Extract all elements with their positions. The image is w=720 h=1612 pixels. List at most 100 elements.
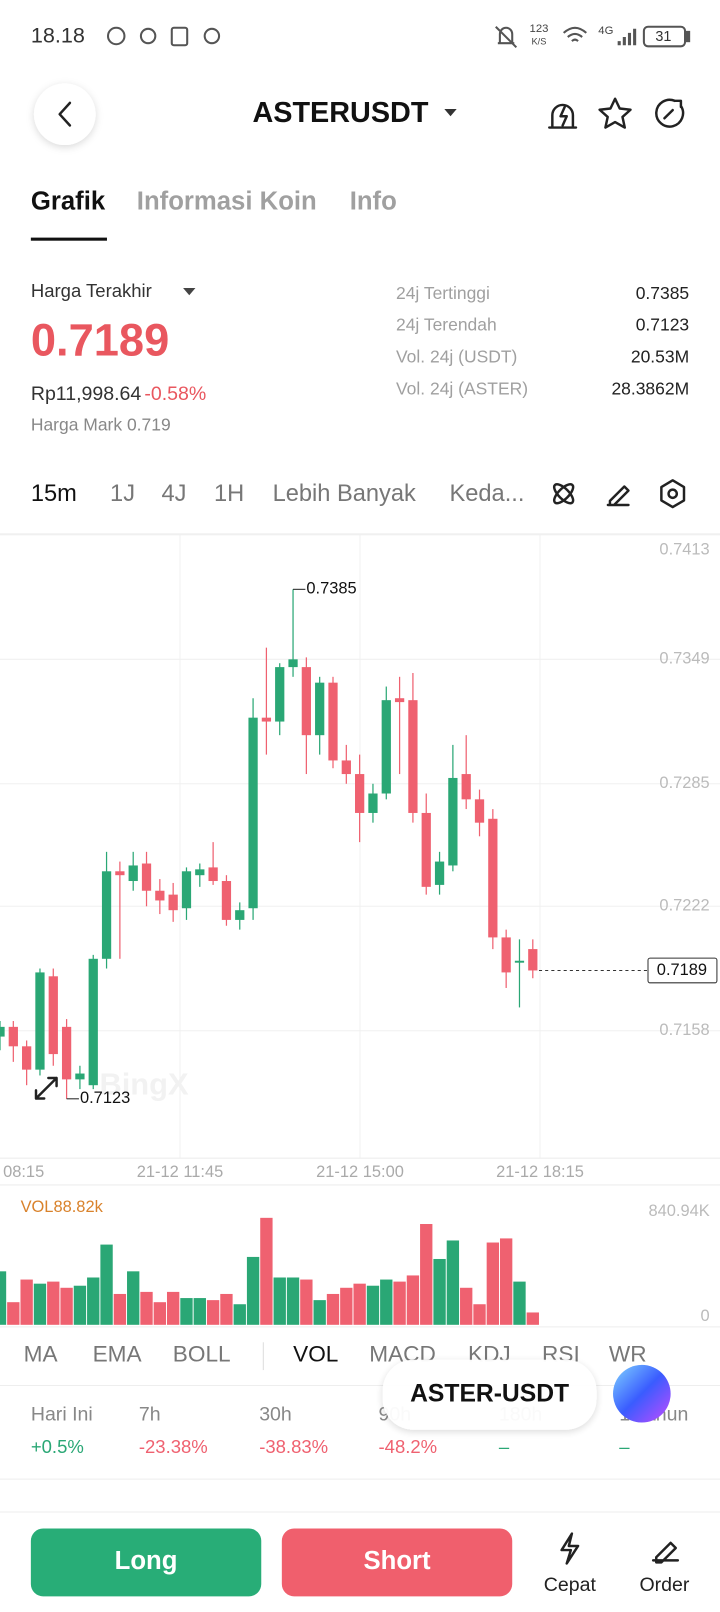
- volume-bar: [420, 1224, 433, 1325]
- volume-bar: [0, 1271, 7, 1325]
- candle-body: [0, 1026, 5, 1037]
- volume-bar: [300, 1279, 313, 1325]
- long-button[interactable]: [30, 1528, 262, 1597]
- candle-body: [381, 700, 391, 794]
- symbol-title[interactable]: ASTERUSDT: [252, 97, 428, 129]
- quick-icon[interactable]: [560, 1532, 580, 1565]
- x-tick-label: 21-12 15:00: [316, 1163, 404, 1181]
- timeframe[interactable]: Keda...: [449, 481, 524, 507]
- volume-label: VOL88.82k: [21, 1198, 104, 1216]
- candle-body: [528, 949, 538, 971]
- volume-bar: [166, 1291, 180, 1325]
- timeframe[interactable]: Lebih Banyak: [273, 481, 416, 507]
- tab-active[interactable]: Grafik: [31, 187, 106, 215]
- volume-bar: [326, 1293, 340, 1325]
- stat-value: 0.7385: [636, 283, 689, 303]
- status-battery: 31: [655, 29, 671, 45]
- candle-body: [75, 1073, 85, 1080]
- header-icons[interactable]: [548, 97, 685, 129]
- indicator-tab[interactable]: BOLL: [173, 1342, 231, 1367]
- volume-bar: [127, 1271, 140, 1325]
- volume-bar: [246, 1256, 260, 1325]
- indicator-tab[interactable]: WR: [609, 1342, 647, 1367]
- volume-bar: [33, 1283, 47, 1325]
- volume-bar: [340, 1287, 353, 1325]
- candle-body: [115, 871, 125, 876]
- tab[interactable]: Info: [350, 187, 397, 215]
- high-label: 0.7385: [306, 580, 356, 598]
- volume-bar: [393, 1281, 406, 1325]
- stat-value: 20.53M: [631, 347, 689, 367]
- tab[interactable]: Informasi Koin: [137, 187, 317, 215]
- candle-body: [181, 871, 192, 909]
- stat-value: 0.7123: [636, 315, 689, 335]
- period-value: -38.83%: [259, 1436, 328, 1457]
- volume-bar: [286, 1277, 300, 1325]
- status-speed: 123: [530, 23, 549, 35]
- volume-bar: [87, 1277, 100, 1325]
- quick-label[interactable]: Cepat: [544, 1574, 597, 1596]
- timeframe[interactable]: 4J: [161, 481, 186, 507]
- candle-body: [22, 1046, 32, 1070]
- volume-bar: [47, 1281, 60, 1325]
- candle-body: [328, 682, 338, 761]
- short-button[interactable]: [281, 1528, 513, 1597]
- y-tick-label: 0.7413: [659, 541, 709, 559]
- candle-body: [394, 698, 405, 703]
- timeframe[interactable]: 1H: [214, 481, 244, 507]
- low-label: 0.7123: [80, 1089, 130, 1107]
- symbol-dropdown[interactable]: [444, 109, 457, 117]
- floating-orb[interactable]: [613, 1364, 671, 1423]
- short-label[interactable]: Short: [363, 1547, 431, 1575]
- expand-icon[interactable]: [34, 1076, 58, 1100]
- candle-body: [195, 869, 205, 876]
- volume-bar: [273, 1277, 286, 1325]
- volume-bar: [433, 1258, 446, 1325]
- floating-pill[interactable]: [382, 1359, 597, 1430]
- period-value: -23.38%: [139, 1436, 208, 1457]
- candle-body: [8, 1026, 18, 1047]
- volume-bar: [193, 1298, 206, 1325]
- candle-body: [368, 793, 378, 813]
- price-label[interactable]: Harga Terakhir: [31, 280, 152, 301]
- candle-body: [208, 867, 218, 882]
- mark-price: Harga Mark 0.719: [31, 414, 171, 434]
- volume-bar: [73, 1285, 87, 1325]
- period-value: +0.5%: [31, 1436, 84, 1457]
- timeframe[interactable]: 15m: [31, 481, 77, 507]
- watermark: BingX: [99, 1066, 189, 1101]
- price-dropdown[interactable]: [183, 288, 196, 296]
- candle-body: [275, 667, 285, 722]
- volume-bar: [499, 1238, 513, 1325]
- tab-underline: [30, 237, 107, 241]
- period-value: –: [619, 1436, 630, 1457]
- volume-bar: [220, 1293, 233, 1325]
- candle-chart[interactable]: 08:15 21-12 11:45 21-12 15:00 21-12 18:15 0.…: [0, 534, 720, 1325]
- back-button[interactable]: [33, 83, 96, 146]
- volume-bar: [140, 1291, 153, 1325]
- candle-body: [48, 976, 58, 1055]
- candle-body: [408, 700, 418, 813]
- period-label: 30h: [259, 1403, 292, 1425]
- floating-symbol[interactable]: ASTER-USDT: [410, 1380, 569, 1407]
- y-tick-label: 0.7158: [659, 1021, 709, 1039]
- candle-body: [248, 717, 258, 909]
- stat-label: 24j Terendah: [396, 315, 497, 335]
- order-label[interactable]: Order: [639, 1574, 689, 1596]
- indicator-tab[interactable]: EMA: [93, 1342, 143, 1367]
- candle-body: [315, 682, 325, 736]
- candle-body: [488, 818, 498, 938]
- indicator-tab[interactable]: MA: [24, 1342, 59, 1367]
- stat-label: 24j Tertinggi: [396, 283, 490, 303]
- indicator-tab[interactable]: VOL: [293, 1342, 338, 1367]
- candle-body: [434, 861, 445, 885]
- x-tick-label: 21-12 11:45: [137, 1163, 224, 1181]
- last-price: 0.7189: [31, 315, 169, 366]
- timeframe[interactable]: 1J: [110, 481, 135, 507]
- volume-bar: [260, 1217, 273, 1325]
- tool-icons[interactable]: [551, 479, 686, 509]
- order-icon[interactable]: [651, 1541, 680, 1564]
- volume-bar: [513, 1281, 526, 1325]
- long-label[interactable]: Long: [115, 1547, 178, 1575]
